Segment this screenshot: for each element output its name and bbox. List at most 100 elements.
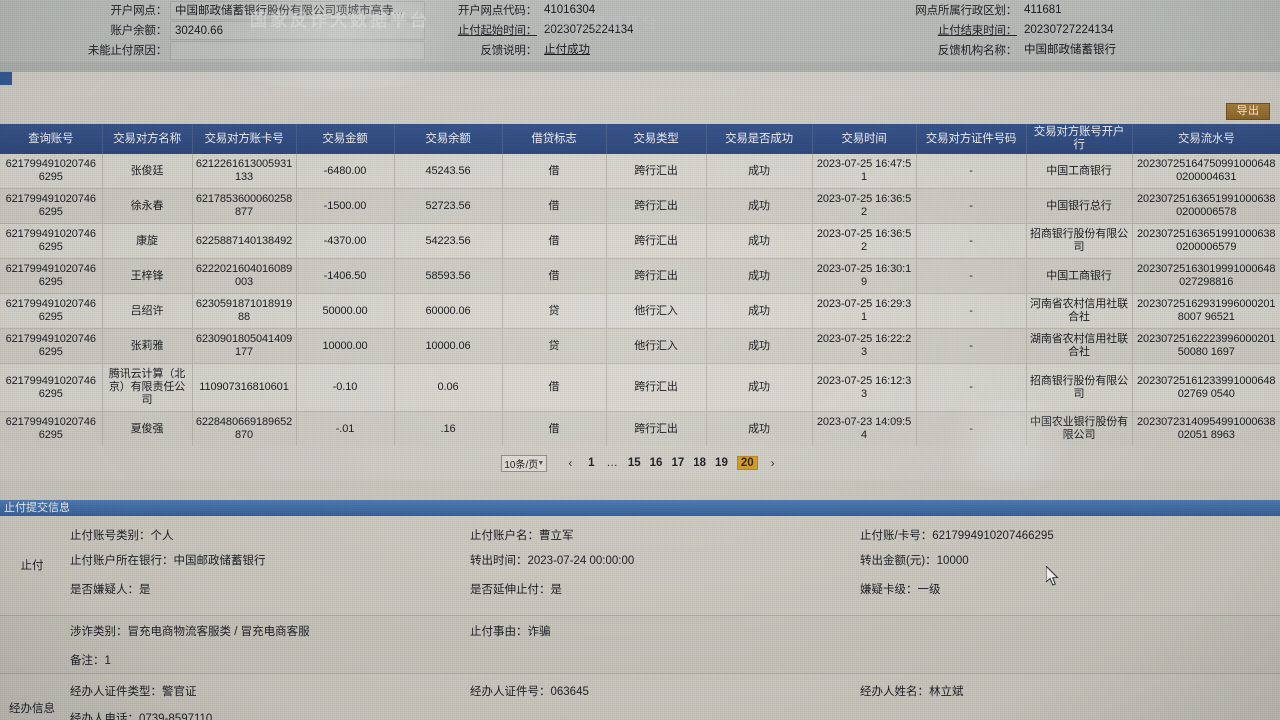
cell-trade-type: 他行汇入 [606, 328, 707, 364]
cell-trade-type: 他行汇入 [606, 293, 707, 329]
cell-counterparty-card: 6222021604016089003 [192, 258, 297, 294]
cell-counterparty-name: 张莉雅 [102, 328, 193, 364]
table-row[interactable]: 6217994910207466295 夏俊强 622848066918965287… [0, 411, 1280, 447]
cell-balance: 52723.56 [394, 188, 503, 224]
col-debit-credit-flag[interactable]: 借贷标志 [502, 124, 607, 154]
field-is-suspect: 是否嫌疑人：是 [70, 583, 151, 596]
stop-payment-row-label: 止付 [20, 560, 44, 572]
table-row[interactable]: 6217994910207466295 腾讯云计算（北京）有限责任公司 110907… [0, 363, 1280, 412]
cell-counterparty-id: - [916, 293, 1027, 329]
field-label: 未能止付原因： [87, 45, 167, 57]
field-transfer-out-time: 转出时间：2023-07-24 00:00:00 [470, 554, 635, 567]
stop-payment-info-block: 止付 止付账号类别：个人 止付账户名：曹立军 止付账/卡号：6217994910… [0, 516, 1280, 616]
col-serial-number[interactable]: 交易流水号 [1132, 124, 1280, 154]
field-feedback-org: 反馈机构名称： 中国邮政储蓄银行 [900, 40, 1200, 60]
cell-trade-success: 成功 [706, 188, 813, 224]
cell-trade-type: 跨行汇出 [606, 258, 707, 294]
page-button-16[interactable]: 16 [649, 457, 663, 469]
table-row[interactable]: 6217994910207466295 张莉雅 623090180504140917… [0, 328, 1280, 364]
field-value: 30240.66 [170, 20, 425, 40]
col-balance[interactable]: 交易余额 [394, 124, 503, 154]
cell-trade-type: 跨行汇出 [606, 154, 707, 189]
next-page-button[interactable]: › [770, 456, 775, 470]
col-trade-time[interactable]: 交易时间 [812, 124, 917, 154]
table-row[interactable]: 6217994910207466295 徐永春 621785360006025887… [0, 188, 1280, 224]
page-button-current[interactable]: 20 [736, 456, 758, 470]
handler-row-label: 经办信息 [9, 703, 55, 715]
info-row: 涉诈类别：冒充电商物流客服类 / 冒充电商客服 止付事由：诈骗 [70, 616, 1280, 645]
field-handler-id-type: 经办人证件类型：警官证 [70, 685, 197, 698]
cell-amount: -1500.00 [296, 188, 395, 224]
cell-balance: 10000.06 [394, 328, 503, 364]
field-stop-card-number: 止付账/卡号：6217994910207466295 [860, 529, 1054, 542]
col-amount[interactable]: 交易金额 [296, 124, 395, 154]
cell-counterparty-bank: 招商银行股份有限公司 [1026, 363, 1133, 412]
page-button-15[interactable]: 15 [627, 457, 641, 469]
cell-counterparty-id: - [916, 411, 1027, 447]
table-row[interactable]: 6217994910207466295 王梓锋 622202160401608900… [0, 258, 1280, 294]
col-trade-type[interactable]: 交易类型 [606, 124, 707, 154]
cell-query-account: 6217994910207466295 [0, 363, 103, 412]
field-value: 411681 [1024, 3, 1062, 16]
cell-trade-type: 跨行汇出 [606, 188, 707, 224]
pagination: 10条/页 ▼ ‹ 1 … 15 16 17 18 19 20 › [0, 446, 1280, 480]
cell-counterparty-card: 6230901805041409177 [192, 328, 297, 364]
page-button-19[interactable]: 19 [715, 457, 728, 469]
export-button[interactable]: 导出 [1226, 103, 1270, 120]
cell-serial-number: 2023072314095499100063802051 8963 [1132, 411, 1280, 447]
page-size-select[interactable]: 10条/页 ▼ [501, 454, 548, 472]
cell-amount: 50000.00 [296, 293, 395, 329]
cell-debit-credit-flag: 借 [502, 363, 607, 412]
page-ellipsis: … [606, 457, 619, 469]
cell-amount: -6480.00 [296, 154, 395, 189]
field-value: 20230727224134 [1024, 23, 1114, 36]
col-counterparty-name[interactable]: 交易对方名称 [102, 124, 193, 154]
cell-amount: -4370.00 [296, 223, 395, 259]
cell-balance: 45243.56 [394, 154, 503, 189]
page-button-17[interactable]: 17 [671, 457, 685, 469]
field-label: 开户网点代码： [457, 5, 537, 17]
cell-balance: 54223.56 [394, 223, 503, 259]
cell-counterparty-card: 110907316810601 [192, 363, 297, 412]
cell-counterparty-id: - [916, 258, 1027, 294]
table-row[interactable]: 6217994910207466295 张俊廷 621226161300593113… [0, 154, 1280, 189]
col-query-account[interactable]: 查询账号 [0, 124, 103, 154]
table-body: 6217994910207466295 张俊廷 621226161300593113… [0, 154, 1280, 447]
col-counterparty-card[interactable]: 交易对方账卡号 [192, 124, 297, 154]
page-button-1[interactable]: 1 [588, 457, 595, 469]
cell-trade-time: 2023-07-25 16:36:52 [812, 188, 917, 224]
field-is-extended-stop: 是否延伸止付：是 [470, 583, 562, 596]
cell-counterparty-name: 腾讯云计算（北京）有限责任公司 [102, 363, 193, 412]
cell-query-account: 6217994910207466295 [0, 411, 103, 447]
field-handler-name: 经办人姓名：林立斌 [860, 685, 964, 698]
cell-trade-time: 2023-07-25 16:30:19 [812, 258, 917, 294]
cell-debit-credit-flag: 借 [502, 258, 607, 294]
table-row[interactable]: 6217994910207466295 康旋 6225887140138492 -43… [0, 223, 1280, 259]
field-open-branch-code: 开户网点代码： 41016304 [445, 0, 755, 20]
transaction-table: 查询账号 交易对方名称 交易对方账卡号 交易金额 交易余额 借贷标志 交易类型 … [0, 124, 1280, 447]
cell-trade-time: 2023-07-25 16:22:23 [812, 328, 917, 364]
stop-payment-rows: 止付账号类别：个人 止付账户名：曹立军 止付账/卡号：6217994910207… [70, 516, 1280, 603]
cell-counterparty-card: 6225887140138492 [192, 223, 297, 259]
col-trade-success[interactable]: 交易是否成功 [706, 124, 813, 154]
cell-counterparty-id: - [916, 363, 1027, 412]
cell-trade-type: 跨行汇出 [606, 363, 707, 412]
field-label: 开户网点： [110, 5, 168, 17]
field-remark: 备注：1 [70, 654, 111, 667]
cell-debit-credit-flag: 借 [502, 223, 607, 259]
cell-counterparty-name: 吕绍许 [102, 293, 193, 329]
field-branch-admin-division: 网点所属行政区划： 411681 [900, 0, 1200, 20]
col-counterparty-id[interactable]: 交易对方证件号码 [916, 124, 1027, 154]
field-value: 41016304 [544, 3, 596, 16]
cell-query-account: 6217994910207466295 [0, 223, 103, 259]
cell-counterparty-bank: 中国工商银行 [1026, 258, 1133, 294]
col-counterparty-bank[interactable]: 交易对方账号开户行 [1026, 124, 1133, 154]
page-button-18[interactable]: 18 [693, 457, 707, 469]
field-label: 网点所属行政区划： [915, 5, 1017, 17]
prev-page-button[interactable]: ‹ [568, 456, 573, 470]
table-row[interactable]: 6217994910207466295 吕绍许 623059187101891988… [0, 293, 1280, 329]
cell-query-account: 6217994910207466295 [0, 328, 103, 364]
cell-balance: 0.06 [394, 363, 503, 412]
account-detail-form: 开户网点： 中国邮政储蓄银行股份有限公司项城市高寺... 开户网点代码： 410… [0, 0, 1280, 62]
field-transfer-out-amount: 转出金额(元)：10000 [860, 554, 969, 567]
